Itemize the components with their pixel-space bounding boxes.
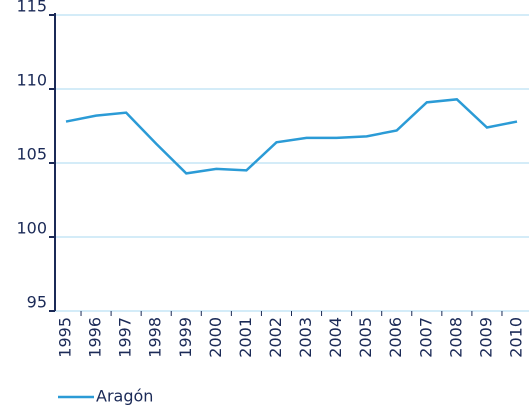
x-tick-label: 2002 [266,317,285,358]
x-tick-label: 2010 [507,317,526,358]
y-tick-label: 100 [16,219,47,238]
y-tick-label: 110 [16,71,47,90]
x-tick-label: 1999 [176,317,195,358]
y-tick-label: 95 [27,293,47,312]
x-tick-label: 2008 [446,317,465,358]
y-tick-label: 115 [16,0,47,16]
legend-label: Aragón [96,387,153,406]
x-tick-label: 2007 [416,317,435,358]
x-tick-label: 2009 [476,317,495,358]
x-tick-label: 2001 [236,317,255,358]
x-tick-label: 2003 [296,317,315,358]
x-tick-label: 1998 [146,317,165,358]
x-tick-label: 1996 [86,317,105,358]
x-tick-label: 2006 [386,317,405,358]
x-tick-label: 1997 [116,317,135,358]
y-tick-label: 105 [16,145,47,164]
x-tick-label: 2005 [356,317,375,358]
x-tick-label: 2004 [326,317,345,358]
line [65,98,518,175]
x-tick-label: 1995 [56,317,75,358]
x-tick-label: 2000 [206,317,225,358]
